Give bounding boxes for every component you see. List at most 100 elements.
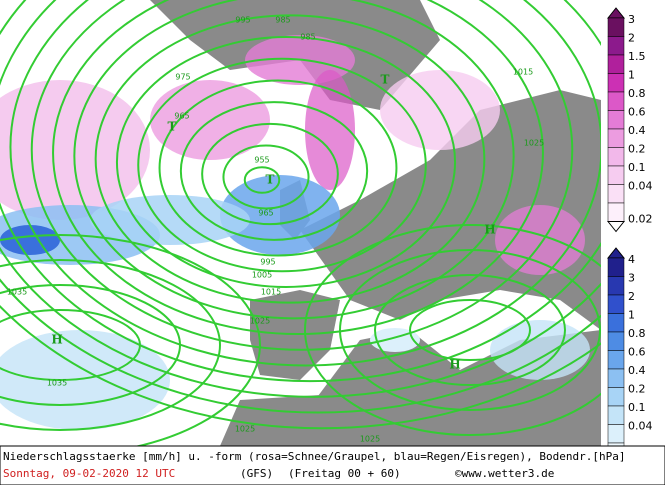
isobar [73, 0, 515, 320]
legend-label: 0.1 [628, 161, 646, 174]
legend-swatch [607, 91, 625, 111]
isobar-label: 1025 [235, 425, 255, 434]
legend-label: 1.5 [628, 50, 646, 63]
isobar [0, 309, 141, 381]
legend-swatch [607, 257, 625, 277]
legend-swatch [607, 405, 625, 425]
pressure-center: T [266, 173, 275, 187]
model: (GFS) [240, 467, 273, 480]
legend-swatch [607, 387, 625, 407]
legend-label: 1 [628, 69, 635, 82]
run: (Freitag 00 + 60) [288, 467, 401, 480]
pressure-center: H [484, 223, 495, 237]
isobar [179, 101, 369, 241]
legend-label: 4 [628, 253, 635, 266]
isobar-label: 965 [258, 209, 273, 218]
isobar-label: 1025 [360, 435, 380, 444]
legend-label: 0.8 [628, 327, 646, 340]
legend-label: 1 [628, 309, 635, 322]
isobar-label: 1005 [252, 271, 272, 280]
isobar-label: 995 [260, 258, 275, 267]
isobar-label: 985 [275, 16, 290, 25]
legend-swatch [607, 17, 625, 37]
legend-arrow [606, 221, 626, 233]
footer-description: Niederschlagsstaerke [mm/h] u. -form (ro… [3, 450, 626, 463]
legend-label: 0.04 [628, 180, 653, 193]
isobar [52, 0, 544, 335]
isobar [94, 14, 486, 304]
legend-swatch [607, 350, 625, 370]
legend-swatch [607, 424, 625, 444]
isobar-label: 1015 [513, 68, 533, 77]
isobar [409, 299, 531, 361]
pressure-center: T [168, 120, 177, 134]
legend-swatch [607, 276, 625, 296]
footer-box [0, 445, 665, 485]
isobar [222, 144, 310, 210]
isobar-label: 1035 [47, 379, 67, 388]
isobar [243, 166, 281, 194]
isobar [0, 0, 601, 383]
isobar-label: 975 [175, 73, 190, 82]
isobar-label: 995 [235, 16, 250, 25]
legend-swatch [607, 202, 625, 222]
isobar [0, 0, 601, 398]
isobar [201, 122, 339, 226]
legend-label: 3 [628, 13, 635, 26]
legend-swatch [607, 368, 625, 388]
pressure-center: T [381, 73, 390, 87]
pressure-center: H [449, 358, 460, 372]
isobar [339, 249, 601, 411]
isobar-label: 955 [254, 156, 269, 165]
legend-label: 0.4 [628, 124, 646, 137]
isobar-label: 1025 [524, 139, 544, 148]
legend-label: 0.4 [628, 364, 646, 377]
isobar [0, 284, 181, 406]
legend-label: 0.6 [628, 106, 646, 119]
precip-rain [0, 175, 590, 430]
legend-swatch [607, 331, 625, 351]
legend-label: 2 [628, 290, 635, 303]
isobar [0, 278, 601, 414]
legend-swatch [607, 128, 625, 148]
legend-label: 0.1 [628, 401, 646, 414]
isobar [9, 0, 601, 367]
isobar [30, 0, 574, 351]
legend-swatch [607, 165, 625, 185]
isobar [115, 36, 457, 288]
isobar [374, 274, 566, 386]
isobar-label: 985 [300, 33, 315, 42]
legend-label: 0.2 [628, 383, 646, 396]
legend-label: 0.2 [628, 143, 646, 156]
isobar [158, 79, 398, 257]
legend-label: 2 [628, 32, 635, 45]
isobar [0, 304, 601, 430]
legend-swatch [607, 184, 625, 204]
legend-label: 0.02 [628, 213, 653, 226]
isobar [0, 259, 221, 431]
legend-label: 0.04 [628, 420, 653, 433]
legend-label: 0.6 [628, 346, 646, 359]
legend-swatch [607, 36, 625, 56]
legend-swatch [607, 110, 625, 130]
legend-label: 0.8 [628, 87, 646, 100]
legend: 3 2 1.5 1 0.8 0.6 0.4 0.2 0.1 0.04 0.02 4 3 2 1 0.8 0.6 0… [601, 0, 665, 473]
isobar-label: 1025 [250, 317, 270, 326]
isobar [0, 234, 261, 446]
isobar [137, 57, 427, 273]
legend-swatch [607, 54, 625, 74]
copyright: ©www.wetter3.de [455, 467, 554, 480]
isobar-label: 1015 [261, 288, 281, 297]
isobar [304, 224, 601, 436]
legend-swatch [607, 313, 625, 333]
isobar-label: 965 [174, 112, 189, 121]
isobars [0, 0, 601, 446]
footer: Niederschlagsstaerke [mm/h] u. -form (ro… [0, 445, 665, 485]
valid-time: Sonntag, 09-02-2020 12 UTC [3, 467, 175, 480]
pressure-center: H [51, 333, 62, 347]
legend-swatch [607, 73, 625, 93]
map-area: 995 985 985 975 965 955 965 995 1005 1015 1025 1035… [0, 0, 601, 446]
isobar-label: 1035 [7, 288, 27, 297]
